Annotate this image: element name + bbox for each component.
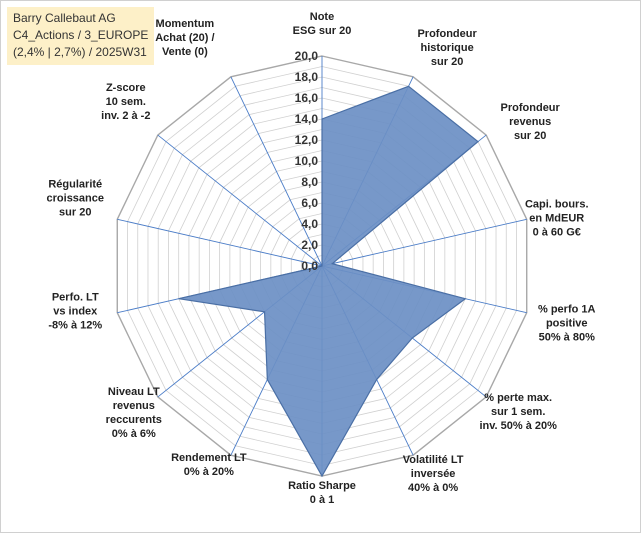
radar-axis-label-line: sur 20 [514,130,546,142]
radar-tick-label: 16,0 [295,91,319,105]
radar-axis-label: Volatilité LT inversée 40% à 0% [403,454,464,494]
radar-axis-label-line: 40% à 0% [408,482,458,494]
radar-axis-label-line: Perfo. LT [52,292,99,304]
radar-axis-labels: Note ESG sur 20 Profondeur historique sur 20… [47,11,596,506]
title-line-company: Barry Callebaut AG [13,11,116,25]
radar-axis-label: Momentum Achat (20) / Vente (0) [155,18,214,58]
chart-title-box: Barry Callebaut AG C4_Actions / 3_EUROPE… [7,7,155,65]
radar-axis-label-line: inv. 2 à -2 [101,110,150,122]
radar-series [178,85,479,478]
radar-axis-label-line: 50% à 80% [539,332,595,344]
title-line-category: C4_Actions / 3_EUROPE [13,28,149,42]
radar-series-area [178,85,479,478]
svg-text:% perte max.sur 1 sem.inv. 50%: % perte max. sur 1 sem. inv. 50% à 20% [479,392,557,432]
radar-tick-label: 10,0 [295,154,319,168]
radar-tick-label: 8,0 [301,175,318,189]
radar-axis-label-line: Profondeur [417,28,477,40]
radar-axis-label-line: Momentum [156,18,215,30]
radar-axis-label-line: Niveau LT [108,386,160,398]
radar-axis-label-line: Régularité [48,178,102,190]
radar-axis-label-line: positive [546,318,588,330]
radar-spoke [230,76,323,267]
radar-axis-label: Perfo. LT vs index -8% à 12% [48,292,102,332]
radar-axis-label-line: Rendement LT [171,452,247,464]
radar-axis-label: Niveau LT revenus reccurents 0% à 6% [106,386,162,440]
radar-axis-label-line: croissance [47,192,104,204]
radar-axis-label-line: Z-score [106,82,146,94]
radar-axis-label: Note ESG sur 20 [293,11,352,37]
radar-axis-label-line: Volatilité LT [403,454,464,466]
radar-axis-label-line: Achat (20) / [155,32,214,44]
radar-spoke [321,218,527,267]
svg-text:Rendement LT0% à 20%: Rendement LT 0% à 20% [171,452,247,478]
radar-axis-label-line: Capi. bours. [525,198,589,210]
title-line-period: (2,4% | 2,7%) / 2025W31 [13,45,147,59]
radar-axis-label-line: ESG sur 20 [293,25,352,37]
radar-tick-label: 14,0 [295,112,319,126]
radar-axis-label: % perfo 1A positive 50% à 80% [538,304,596,344]
radar-axis-label: Profondeur revenus sur 20 [501,102,561,142]
radar-axis-label-line: 0% à 6% [112,428,156,440]
radar-axis-label-line: Ratio Sharpe [288,480,356,492]
radar-axis-label-line: -8% à 12% [48,320,102,332]
radar-axis-label: Z-score 10 sem. inv. 2 à -2 [101,82,150,122]
radar-axis-label: Rendement LT 0% à 20% [171,452,247,478]
radar-axis-label: Profondeur historique sur 20 [417,28,477,68]
radar-tick-label: 6,0 [301,196,318,210]
radar-axis-label-line: historique [421,42,474,54]
radar-axis-label-line: 0 à 1 [310,494,334,506]
radar-axis-label-line: Vente (0) [162,46,208,58]
radar-spoke [157,134,323,267]
radar-axis-label-line: 10 sem. [106,96,146,108]
radar-tick-label: 20,0 [295,49,319,63]
radar-axis-label-line: reccurents [106,414,162,426]
radar-axis-label-line: % perte max. [484,392,552,404]
radar-axis-label-line: sur 20 [431,56,463,68]
radar-axis-label-line: inversée [411,468,456,480]
radar-axis-label: Capi. bours. en MdEUR 0 à 60 G€ [525,198,589,238]
radar-axis-label: Régularité croissance sur 20 [47,178,104,218]
radar-tick-labels: 0,0 2,0 4,0 6,0 8,0 10,0 12,0 14,0 16,0 18,0 20,0 [295,49,319,273]
radar-tick-label: 2,0 [301,238,318,252]
radar-axis-label-line: sur 20 [59,206,91,218]
radar-axis-label-line: revenus [509,116,551,128]
radar-axis-label-line: Note [310,11,334,23]
radar-tick-label: 12,0 [295,133,319,147]
radar-spoke [117,218,323,267]
radar-axis-label-line: 0% à 20% [184,466,234,478]
radar-tick-label: 18,0 [295,70,319,84]
radar-axis-label: Ratio Sharpe 0 à 1 [288,480,356,506]
radar-axis-label-line: Profondeur [501,102,561,114]
radar-axis-label-line: 0 à 60 G€ [533,226,581,238]
radar-axis-label-line: revenus [113,400,155,412]
radar-axis-label: % perte max. sur 1 sem. inv. 50% à 20% [479,392,557,432]
radar-axis-label-line: % perfo 1A [538,304,596,316]
radar-axis-label-line: en MdEUR [529,212,584,224]
radar-tick-label: 4,0 [301,217,318,231]
radar-axis-label-line: inv. 50% à 20% [479,420,557,432]
radar-tick-label: 0,0 [301,259,318,273]
radar-axis-label-line: vs index [53,306,98,318]
radar-axis-label-line: sur 1 sem. [491,406,545,418]
